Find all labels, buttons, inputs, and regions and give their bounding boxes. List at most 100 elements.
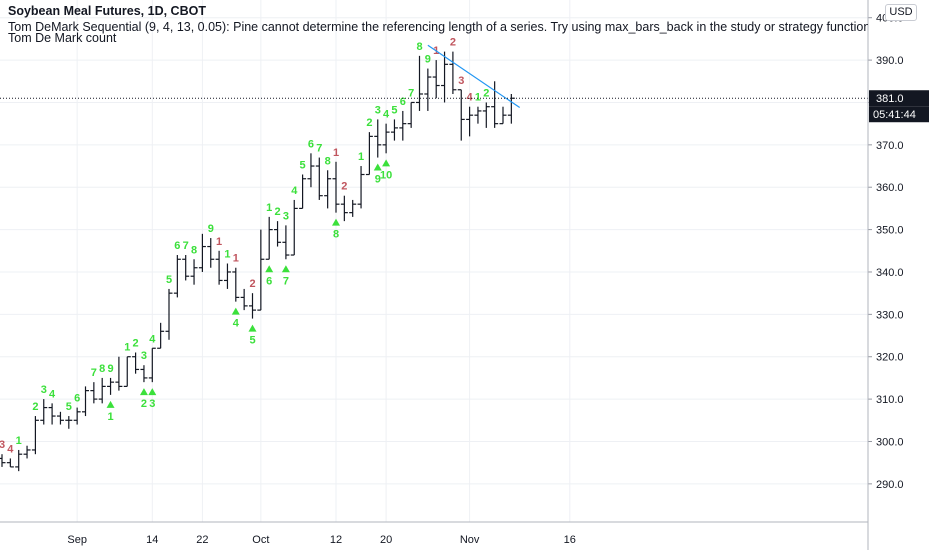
- td-count-label: 3: [283, 210, 289, 222]
- ohlc-bar: [6, 458, 14, 468]
- td-count-label: 1: [333, 147, 339, 159]
- ohlc-bars: [0, 51, 515, 472]
- td-count-label: 2: [133, 337, 139, 349]
- ohlc-bar: [416, 55, 423, 111]
- ohlc-bar: [0, 454, 6, 467]
- chart-title[interactable]: Soybean Meal Futures, 1D, CBOT: [8, 4, 206, 18]
- ohlc-bar: [15, 449, 23, 472]
- ohlc-bar: [249, 293, 256, 319]
- y-tick-label: 390.0: [876, 55, 904, 67]
- td-count-label: 6: [400, 96, 406, 108]
- ohlc-bar: [173, 255, 181, 298]
- trendline: [427, 44, 521, 109]
- td-count-label: 1: [475, 92, 481, 104]
- td-count-label: 6: [174, 240, 180, 252]
- ohlc-bar: [265, 216, 273, 260]
- ohlc-bar: [332, 161, 340, 213]
- ohlc-bar: [56, 411, 64, 425]
- td-marker-label: 6: [266, 275, 272, 287]
- ohlc-bar: [31, 416, 39, 455]
- td-count-label: 7: [91, 367, 97, 379]
- ohlc-bar: [407, 101, 415, 128]
- ohlc-bar: [382, 123, 390, 154]
- currency-button[interactable]: USD: [885, 4, 917, 21]
- y-tick-label: 310.0: [876, 394, 904, 406]
- price-axis[interactable]: 290.0 300.0 310.0 320.0 330.0 340.0 350.0 360.0…: [867, 0, 929, 550]
- td-marker-label: 1: [107, 411, 113, 423]
- countdown-label: 05:41:44: [873, 109, 916, 121]
- ohlc-bar: [207, 238, 215, 268]
- time-axis[interactable]: Sep 14 22 Oct 12 20 Nov 16: [0, 521, 868, 546]
- ohlc-bar: [215, 250, 223, 285]
- td-count-label: 3: [141, 350, 147, 362]
- td-count-label: 4: [383, 109, 390, 121]
- ohlc-bar: [357, 166, 365, 209]
- ohlc-bar: [274, 221, 282, 247]
- td-count-label: 8: [99, 363, 105, 375]
- y-tick-label: 330.0: [876, 309, 904, 321]
- ohlc-bar: [374, 119, 382, 158]
- td-marker-label: 8: [333, 229, 339, 241]
- y-tick-label: 370.0: [876, 140, 904, 152]
- ohlc-bar: [424, 68, 432, 111]
- td-count-label: 4: [467, 92, 474, 104]
- td-count-label: 2: [483, 87, 489, 99]
- td-count-label: 3: [0, 439, 5, 451]
- td-count-label: 9: [107, 363, 113, 375]
- ohlc-bar: [157, 322, 165, 349]
- ohlc-bar: [132, 352, 140, 374]
- overlay-lines: [0, 44, 868, 109]
- x-tick-label: Oct: [252, 534, 269, 546]
- ohlc-bar: [123, 356, 131, 387]
- ohlc-bar: [198, 233, 206, 272]
- y-tick-label: 320.0: [876, 352, 904, 364]
- ohlc-bar: [182, 255, 190, 281]
- y-tick-label: 340.0: [876, 267, 904, 279]
- countdown-label-bg: [869, 106, 929, 123]
- td-count-label: 3: [458, 75, 464, 87]
- td-count-label: 6: [308, 138, 314, 150]
- td-count-label: 1: [16, 435, 22, 447]
- ohlc-bar: [466, 106, 474, 137]
- td-count-label: 1: [216, 236, 222, 248]
- study-name[interactable]: Tom De Mark count: [8, 31, 117, 45]
- x-tick-label: 12: [330, 534, 342, 546]
- x-tick-label: 16: [564, 534, 576, 546]
- x-tick-label: Nov: [460, 534, 480, 546]
- ohlc-bar: [82, 386, 89, 417]
- triangle-up-icon: [265, 265, 274, 273]
- td-count-label: 8: [191, 244, 197, 256]
- ohlc-bar: [165, 288, 173, 340]
- ohlc-bar: [290, 199, 298, 256]
- ohlc-bar: [457, 89, 465, 141]
- ohlc-bar: [399, 110, 407, 141]
- ohlc-bar: [98, 377, 106, 404]
- study-error-line[interactable]: Tom DeMark Sequential (9, 4, 13, 0.05): …: [8, 20, 868, 34]
- ohlc-bar: [23, 445, 31, 459]
- ohlc-bar: [90, 382, 98, 404]
- td-count-label: 2: [341, 181, 347, 193]
- td-count-label: 5: [300, 160, 306, 172]
- td-count-label: 1: [224, 249, 230, 261]
- ohlc-bar: [390, 119, 398, 141]
- ohlc-bar: [449, 51, 457, 94]
- td-count-label: 1: [233, 253, 239, 265]
- td-count-label: 1: [358, 151, 364, 163]
- last-price-label: 381.0: [876, 93, 904, 105]
- td-count-label: 4: [149, 333, 156, 345]
- td-marker-label: 5: [249, 335, 255, 347]
- ohlc-bar: [73, 407, 81, 425]
- ohlc-bar: [299, 174, 307, 210]
- ohlc-bar: [441, 51, 449, 103]
- ohlc-bar: [499, 106, 507, 125]
- triangle-up-icon: [281, 265, 290, 273]
- y-tick-label: 290.0: [876, 479, 904, 491]
- triangle-up-icon: [332, 218, 340, 226]
- ohlc-bar: [115, 356, 123, 391]
- td-count-label: 8: [416, 41, 422, 53]
- ohlc-bar: [232, 267, 240, 302]
- triangle-up-icon: [148, 388, 157, 396]
- ohlc-bar: [223, 263, 231, 289]
